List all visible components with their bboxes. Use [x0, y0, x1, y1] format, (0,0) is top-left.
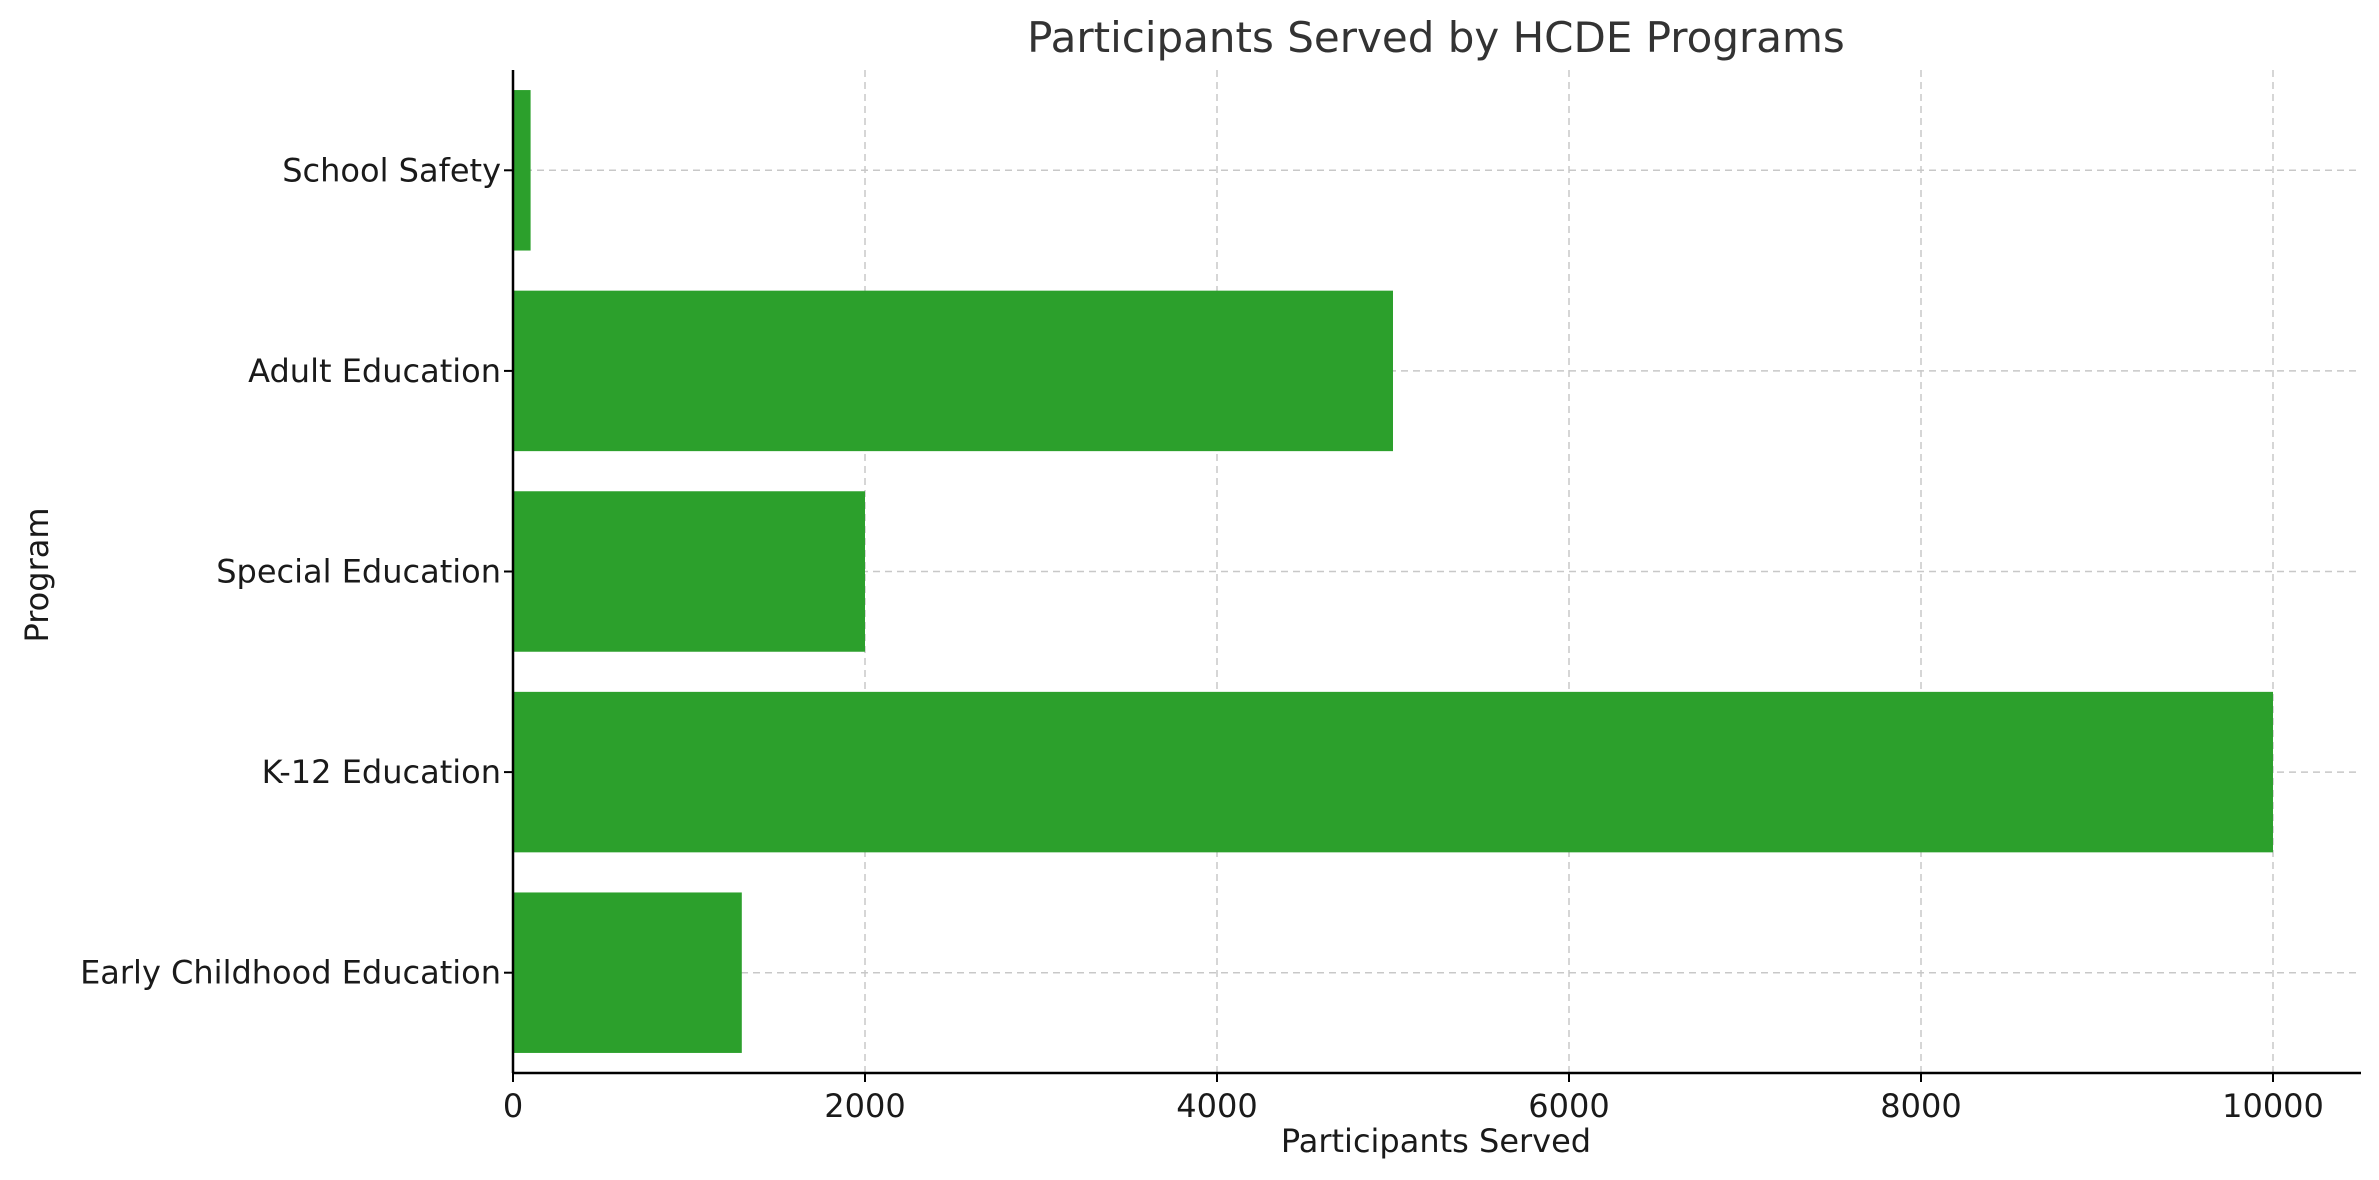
bar: [513, 90, 531, 251]
bar-layer: [513, 90, 2273, 1053]
bar: [513, 491, 865, 652]
x-tick-label: 6000: [1528, 1087, 1609, 1125]
bar: [513, 290, 1393, 452]
x-tick-label: 10000: [2222, 1087, 2324, 1125]
y-tick-label: Early Childhood Education: [80, 954, 501, 992]
y-tick-label: Special Education: [216, 553, 501, 591]
chart-title: Participants Served by HCDE Programs: [1027, 13, 1845, 62]
x-axis-label: Participants Served: [1281, 1122, 1591, 1160]
bar: [513, 892, 742, 1053]
x-tick-label: 2000: [824, 1087, 905, 1125]
x-tick-label: 4000: [1176, 1087, 1257, 1125]
bar: [513, 691, 2273, 853]
x-tick-label: 8000: [1880, 1087, 1961, 1125]
axis-layer: 0 2000 4000 6000 8000 10000 Early Childhood Ed…: [80, 70, 2361, 1125]
x-tick-label: 0: [503, 1087, 523, 1125]
y-axis-label: Program: [18, 507, 56, 642]
y-tick-label: School Safety: [282, 151, 501, 189]
y-tick-label: K-12 Education: [262, 753, 501, 791]
y-tick-label: Adult Education: [248, 352, 501, 390]
